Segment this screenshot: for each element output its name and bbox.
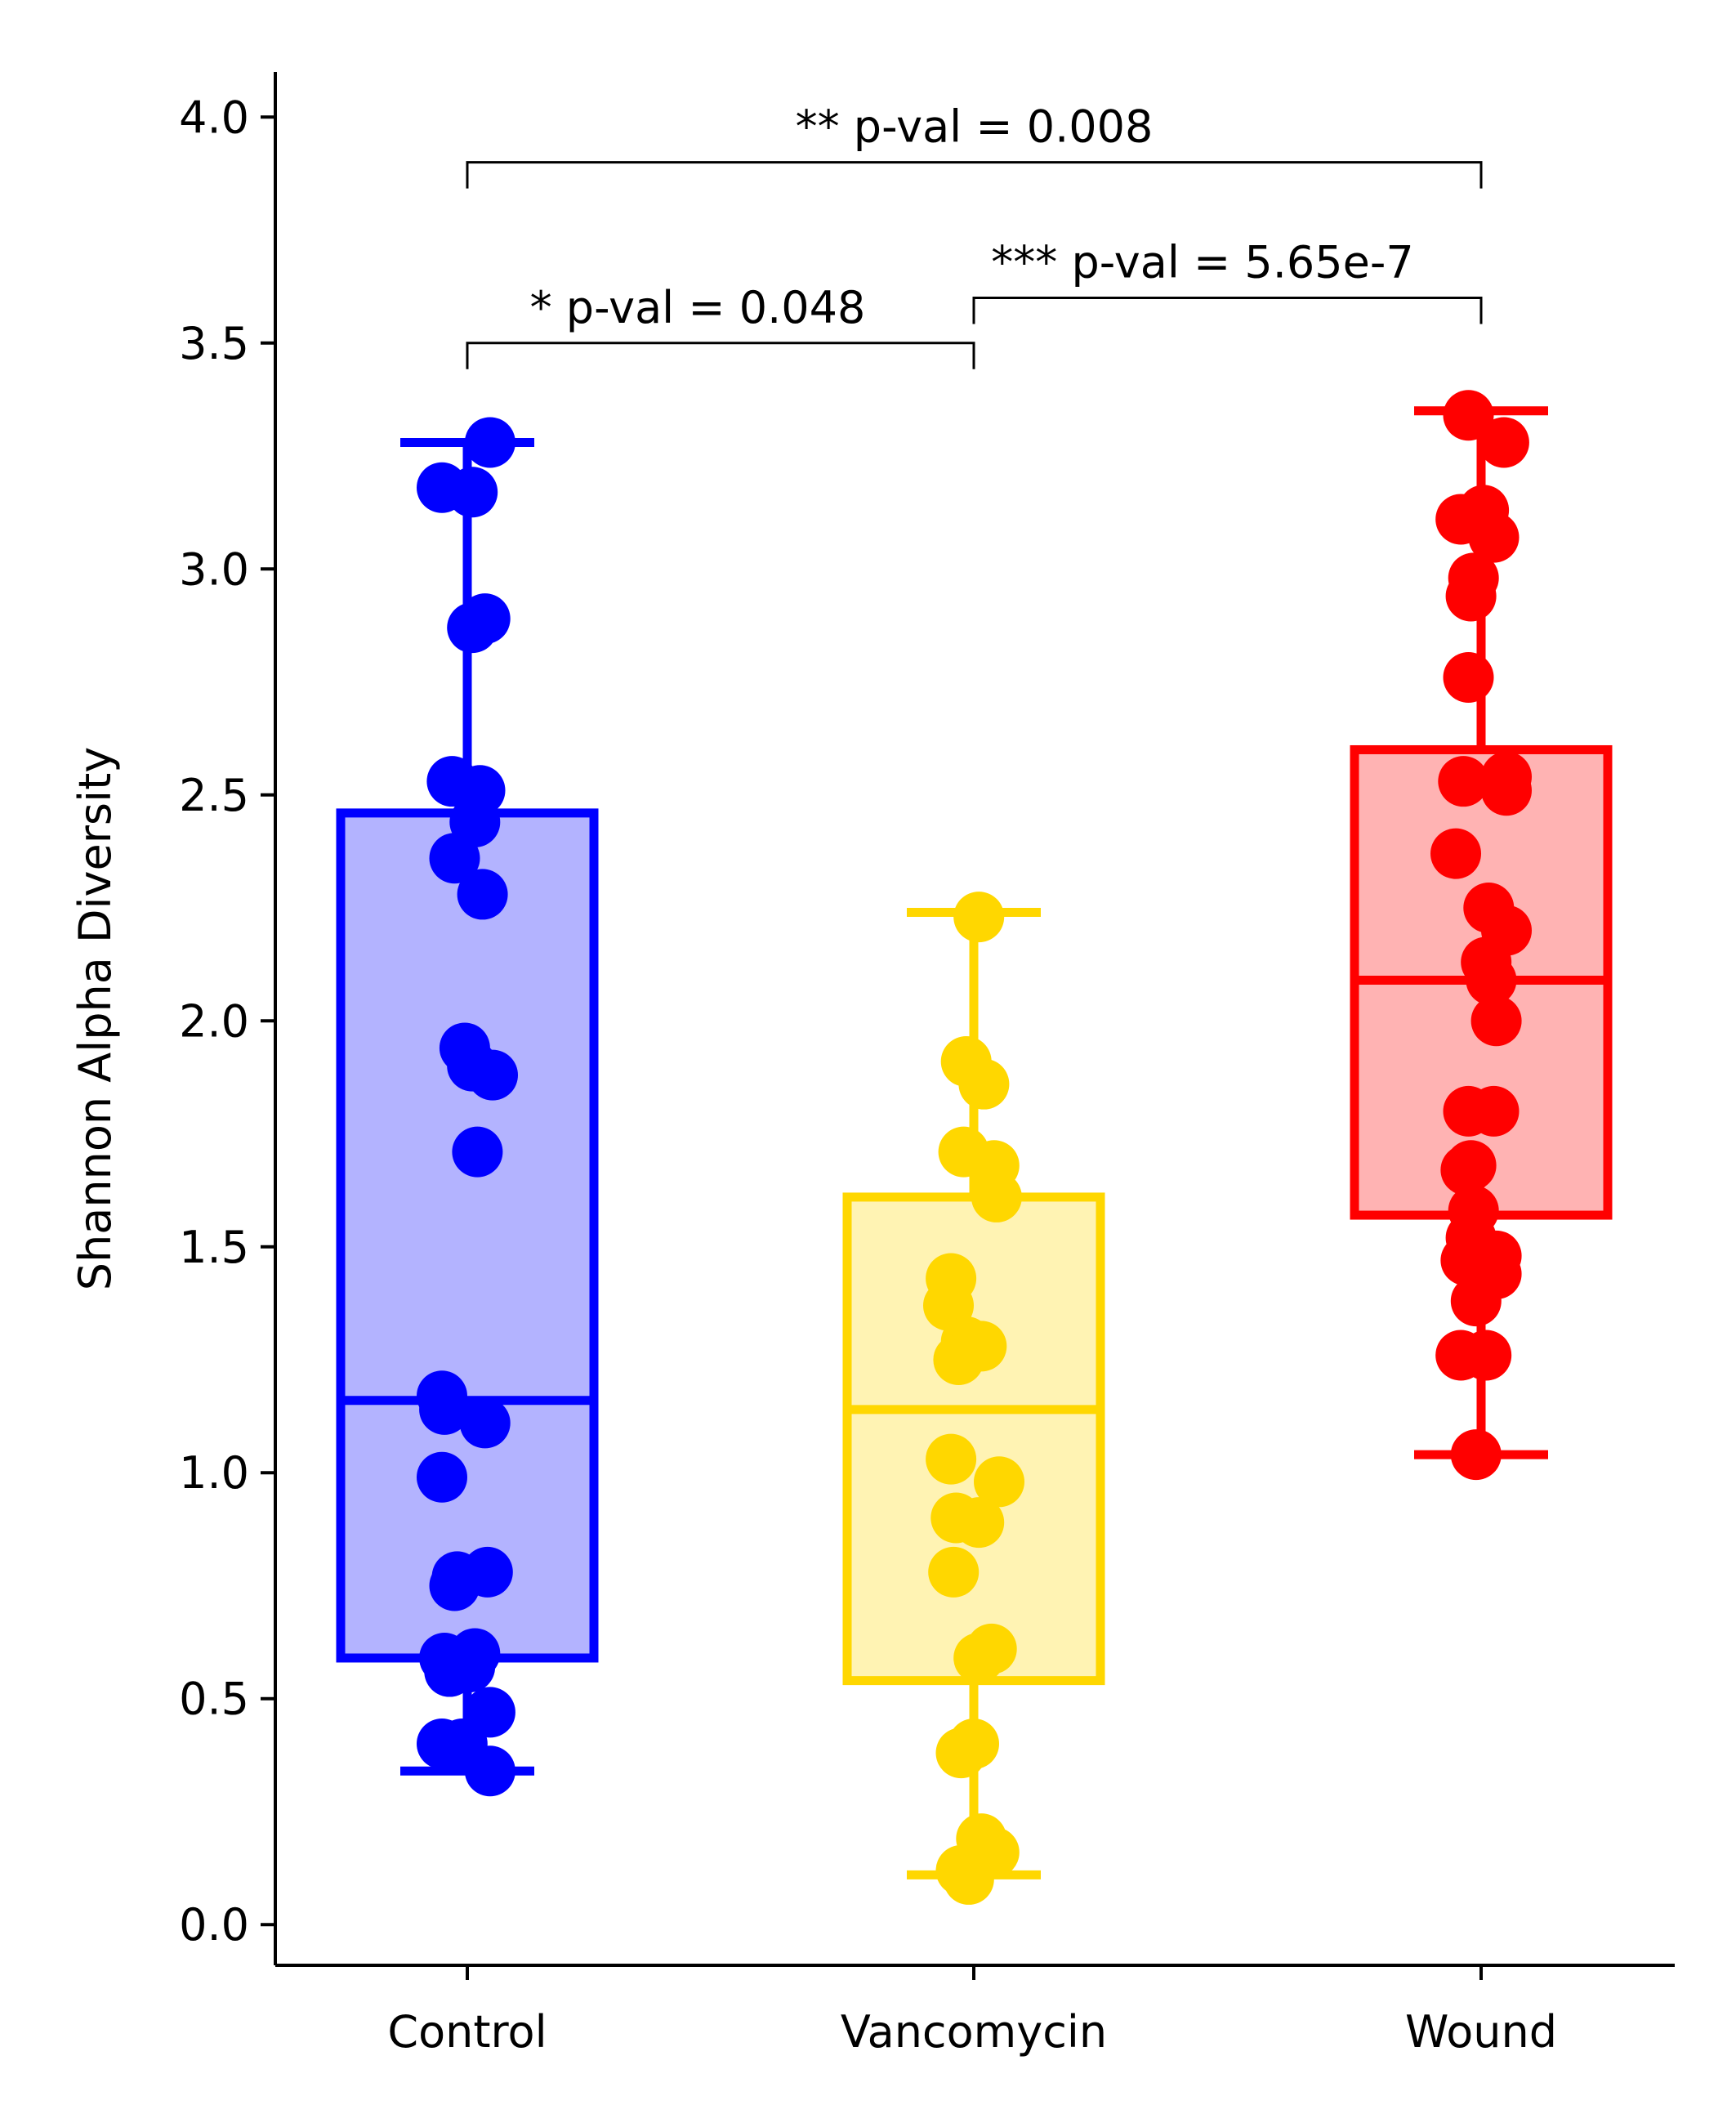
data-point [464,1745,515,1797]
data-point [1461,1330,1512,1381]
data-point [1468,1085,1520,1137]
x-tick-label-control: Control [387,2006,547,2058]
data-point [462,1546,513,1598]
data-point [1445,570,1497,622]
significance-label: * p-val = 0.048 [530,282,866,333]
significance-label: ** p-val = 0.008 [796,101,1154,153]
data-point [464,417,515,468]
y-tick-label: 4.0 [179,92,249,143]
data-point [928,1546,980,1598]
data-point [452,1126,503,1178]
data-point [926,1433,977,1485]
data-point [1443,651,1494,703]
data-point [1466,954,1517,1006]
y-tick-label: 2.5 [179,770,249,821]
data-point [948,1719,999,1770]
data-point [1450,1276,1502,1327]
significance-bracket [466,161,1483,189]
iqr-box [336,808,599,1663]
data-point [467,1049,518,1101]
significance-bracket [466,342,975,369]
x-tick-label-vancomycin: Vancomycin [841,2006,1107,2058]
data-point [457,869,508,920]
y-tick-label: 3.5 [179,318,249,369]
data-point [953,1497,1005,1549]
data-point [1438,756,1489,807]
x-tick-label-wound: Wound [1405,2006,1557,2058]
y-tick-label: 3.0 [179,543,249,595]
data-point [1468,512,1520,563]
data-point [953,1632,1005,1683]
data-point [417,1451,467,1503]
data-point [429,833,480,884]
data-point [1481,765,1532,816]
data-point [953,892,1005,943]
data-point [971,1171,1022,1222]
data-point [1470,995,1522,1047]
data-point [459,1397,511,1449]
annotations-layer: ** p-val = 0.008 * p-val = 0.048 *** p-val… [466,101,1483,369]
y-axis-title: Shannon Alpha Diversity [69,747,121,1290]
significance-bracket [972,296,1483,324]
data-point [1443,390,1494,441]
y-tick-label: 1.0 [179,1447,249,1499]
data-point [943,1853,994,1905]
points-layer [417,390,1532,1905]
ticks-layer: 0.0 0.5 1.0 1.5 2.0 2.5 3.0 3.5 4.0 Control Vancom… [179,92,1557,2058]
data-point [1478,417,1529,468]
y-tick-label: 1.5 [179,1222,249,1273]
y-tick-label: 2.0 [179,995,249,1047]
y-tick-label: 0.0 [179,1899,249,1951]
significance-label: *** p-val = 5.65e-7 [991,236,1413,288]
data-point [1450,1429,1502,1481]
data-point [1430,828,1481,879]
y-tick-label: 0.5 [179,1674,249,1725]
data-point [419,1383,471,1435]
data-point [958,1058,1010,1110]
data-point [459,593,511,645]
data-point [1440,1144,1492,1196]
data-point [933,1334,984,1386]
data-point [444,1642,496,1693]
data-point [447,467,498,518]
data-point [974,1456,1024,1508]
